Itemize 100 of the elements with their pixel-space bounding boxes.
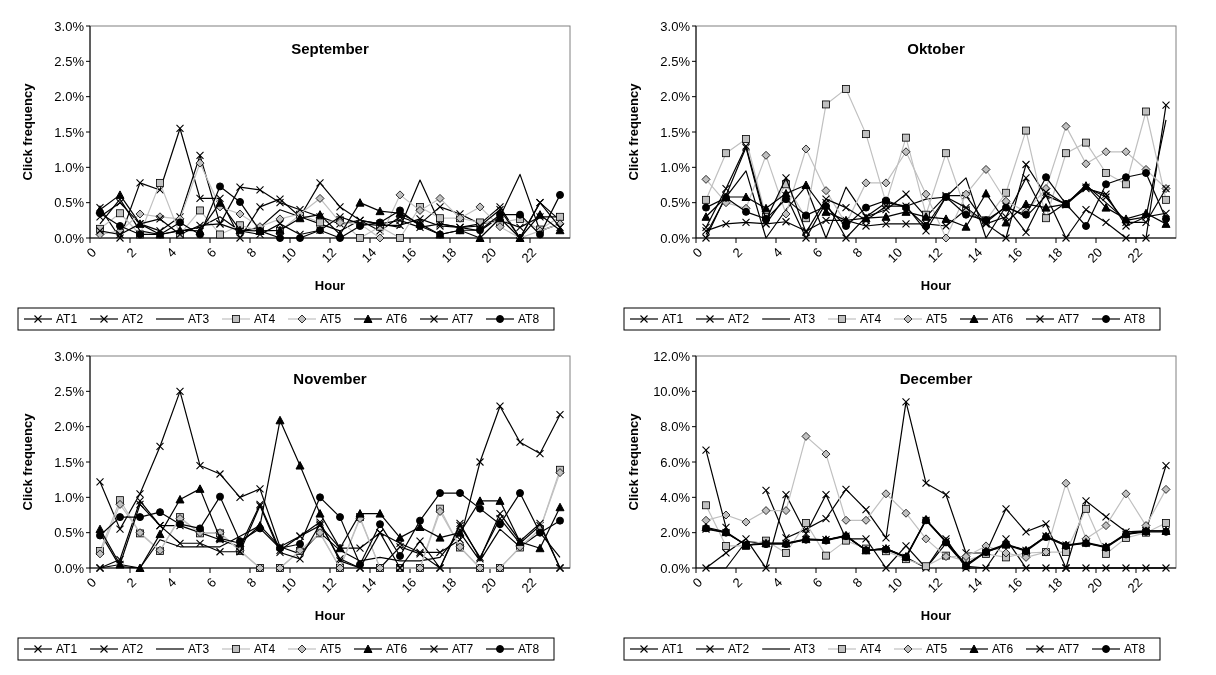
y-tick-label: 1.0% — [54, 489, 85, 505]
x-tick-label: 6 — [203, 574, 220, 591]
y-tick-label: 2.0% — [660, 89, 691, 105]
y-tick-label: 0.0% — [660, 560, 691, 576]
x-tick-label: 10 — [884, 574, 906, 596]
x-tick-label: 14 — [358, 244, 380, 266]
legend-label: AT5 — [926, 312, 948, 327]
x-axis-title: Hour — [314, 278, 346, 293]
x-axis-title: Hour — [920, 608, 952, 623]
x-tick-label: 10 — [278, 574, 300, 596]
x-tick-label: 12 — [924, 244, 946, 266]
y-tick-label: 12.0% — [653, 348, 691, 364]
x-tick-label: 22 — [518, 574, 540, 596]
legend-label: AT4 — [860, 312, 882, 327]
legend-label: AT6 — [992, 642, 1014, 657]
x-tick-label: 8 — [243, 244, 260, 261]
y-tick-label: 0.0% — [54, 230, 85, 246]
legend-label: AT6 — [992, 312, 1014, 327]
y-tick-label: 2.0% — [54, 89, 85, 105]
y-tick-label: 0.5% — [54, 195, 85, 211]
x-tick-label: 16 — [1004, 244, 1026, 266]
legend-label: AT1 — [662, 642, 684, 657]
legend-label: AT8 — [1124, 642, 1146, 657]
x-tick-label: 4 — [163, 574, 180, 591]
text: December — [899, 370, 973, 387]
x-tick-label: 8 — [243, 574, 260, 591]
x-tick-label: 20 — [1084, 574, 1106, 596]
x-tick-label: 0 — [689, 574, 706, 591]
legend-label: AT3 — [794, 312, 816, 327]
x-tick-label: 22 — [1124, 574, 1146, 596]
y-axis-title: Click frequency — [626, 82, 641, 181]
legend-label: AT5 — [320, 642, 342, 657]
y-tick-label: 0.0% — [54, 560, 85, 576]
y-tick-label: 6.0% — [660, 454, 691, 470]
x-axis-title: Hour — [314, 608, 346, 623]
y-tick-label: 2.5% — [54, 383, 85, 399]
y-tick-label: 1.5% — [660, 124, 691, 140]
x-tick-label: 14 — [358, 574, 380, 596]
y-tick-label: 2.5% — [54, 53, 85, 69]
x-tick-label: 8 — [849, 574, 866, 591]
x-tick-label: 12 — [924, 574, 946, 596]
legend-label: AT3 — [188, 312, 210, 327]
x-tick-label: 6 — [809, 244, 826, 261]
x-tick-label: 10 — [884, 244, 906, 266]
y-tick-label: 1.5% — [54, 454, 85, 470]
x-axis-title: Hour — [920, 278, 952, 293]
x-tick-label: 4 — [769, 244, 786, 261]
legend-label: AT7 — [452, 642, 474, 657]
y-tick-label: 1.5% — [54, 124, 85, 140]
x-tick-label: 18 — [1044, 244, 1066, 266]
y-tick-label: 0.0% — [660, 230, 691, 246]
legend-label: AT3 — [794, 642, 816, 657]
x-tick-label: 16 — [1004, 574, 1026, 596]
legend-label: AT5 — [320, 312, 342, 327]
x-tick-label: 16 — [398, 244, 420, 266]
x-tick-label: 2 — [123, 244, 140, 261]
y-tick-label: 8.0% — [660, 419, 691, 435]
legend-label: AT8 — [1124, 312, 1146, 327]
legend-label: AT7 — [1058, 312, 1080, 327]
x-tick-label: 12 — [318, 574, 340, 596]
y-tick-label: 3.0% — [54, 348, 85, 364]
x-tick-label: 22 — [518, 244, 540, 266]
x-tick-label: 14 — [964, 244, 986, 266]
legend-label: AT4 — [254, 312, 276, 327]
legend-label: AT7 — [452, 312, 474, 327]
y-axis-title: Click frequency — [20, 412, 35, 511]
y-axis-title: Click frequency — [20, 82, 35, 181]
x-tick-label: 2 — [123, 574, 140, 591]
y-tick-label: 2.0% — [660, 525, 691, 541]
legend-label: AT8 — [518, 312, 540, 327]
x-tick-label: 18 — [438, 244, 460, 266]
x-tick-label: 22 — [1124, 244, 1146, 266]
x-tick-label: 2 — [729, 574, 746, 591]
y-tick-label: 3.0% — [54, 18, 85, 34]
legend-label: AT2 — [122, 312, 144, 327]
x-tick-label: 6 — [809, 574, 826, 591]
y-tick-label: 4.0% — [660, 489, 691, 505]
legend-label: AT7 — [1058, 642, 1080, 657]
legend-label: AT2 — [122, 642, 144, 657]
y-tick-label: 2.5% — [660, 53, 691, 69]
legend-label: AT4 — [860, 642, 882, 657]
x-tick-label: 20 — [478, 574, 500, 596]
y-tick-label: 1.0% — [54, 159, 85, 175]
legend-label: AT3 — [188, 642, 210, 657]
x-tick-label: 18 — [438, 574, 460, 596]
x-tick-label: 20 — [1084, 244, 1106, 266]
x-tick-label: 18 — [1044, 574, 1066, 596]
y-tick-label: 0.5% — [54, 525, 85, 541]
x-tick-label: 16 — [398, 574, 420, 596]
legend-label: AT6 — [386, 312, 408, 327]
x-tick-label: 4 — [769, 574, 786, 591]
y-tick-label: 10.0% — [653, 383, 691, 399]
legend-label: AT2 — [728, 312, 750, 327]
x-tick-label: 2 — [729, 244, 746, 261]
y-axis-title: Click frequency — [626, 412, 641, 511]
x-tick-label: 4 — [163, 244, 180, 261]
legend-label: AT1 — [662, 312, 684, 327]
legend-label: AT1 — [56, 642, 78, 657]
legend-label: AT2 — [728, 642, 750, 657]
x-tick-label: 14 — [964, 574, 986, 596]
